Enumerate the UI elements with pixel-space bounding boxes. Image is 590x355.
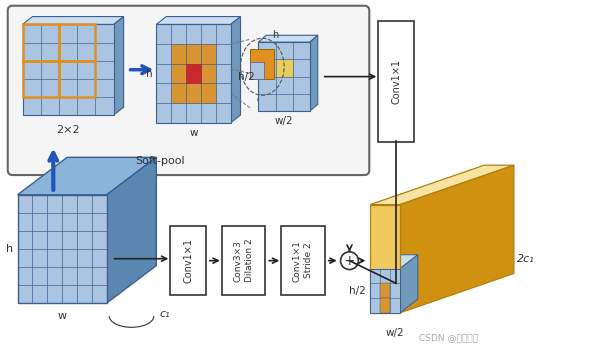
Text: c₁: c₁: [159, 309, 170, 319]
Text: h: h: [146, 69, 152, 79]
Polygon shape: [201, 83, 216, 103]
Polygon shape: [250, 62, 264, 78]
Polygon shape: [371, 204, 400, 313]
Polygon shape: [114, 17, 124, 115]
Polygon shape: [231, 17, 241, 123]
Polygon shape: [186, 44, 201, 64]
Text: R: R: [257, 93, 264, 103]
Polygon shape: [371, 255, 418, 268]
Polygon shape: [276, 59, 293, 77]
Polygon shape: [201, 64, 216, 83]
Text: Conv3×3
Dilation 2: Conv3×3 Dilation 2: [234, 239, 254, 283]
Polygon shape: [186, 83, 201, 103]
FancyBboxPatch shape: [222, 226, 266, 295]
Text: w/2: w/2: [386, 328, 404, 338]
Polygon shape: [400, 255, 418, 313]
FancyBboxPatch shape: [378, 22, 414, 142]
FancyBboxPatch shape: [281, 226, 324, 295]
Circle shape: [340, 252, 358, 269]
Polygon shape: [22, 17, 124, 24]
Polygon shape: [171, 64, 186, 83]
Polygon shape: [371, 165, 514, 204]
Polygon shape: [258, 35, 318, 42]
Text: 2c₁: 2c₁: [517, 254, 535, 264]
Text: h/2: h/2: [349, 286, 365, 296]
Text: h: h: [5, 244, 12, 254]
Polygon shape: [156, 24, 231, 123]
Text: Conv1×1
Stride 2: Conv1×1 Stride 2: [293, 240, 313, 282]
Polygon shape: [258, 42, 310, 111]
Polygon shape: [380, 298, 390, 313]
FancyBboxPatch shape: [8, 6, 369, 175]
Polygon shape: [18, 157, 156, 195]
Polygon shape: [22, 24, 114, 115]
Text: CSDN @川川子溢: CSDN @川川子溢: [419, 333, 478, 342]
Polygon shape: [380, 283, 390, 298]
Polygon shape: [171, 83, 186, 103]
Text: +: +: [343, 254, 355, 268]
Text: Conv1×1: Conv1×1: [183, 238, 193, 283]
Text: w: w: [189, 128, 198, 138]
Polygon shape: [107, 157, 156, 303]
Text: Conv1×1: Conv1×1: [391, 59, 401, 104]
Polygon shape: [201, 44, 216, 64]
Text: 2×2: 2×2: [56, 125, 80, 135]
Polygon shape: [156, 17, 241, 24]
Text: h: h: [272, 30, 278, 40]
FancyBboxPatch shape: [170, 226, 206, 295]
Text: Soft-pool: Soft-pool: [136, 156, 185, 166]
Polygon shape: [186, 64, 201, 83]
Polygon shape: [371, 268, 400, 313]
Polygon shape: [18, 195, 107, 303]
Polygon shape: [171, 44, 186, 64]
Text: w/2: w/2: [275, 116, 293, 126]
Text: h/2: h/2: [238, 72, 254, 82]
Polygon shape: [310, 35, 318, 111]
Polygon shape: [250, 49, 274, 78]
Text: w: w: [58, 311, 67, 321]
Polygon shape: [400, 165, 514, 313]
